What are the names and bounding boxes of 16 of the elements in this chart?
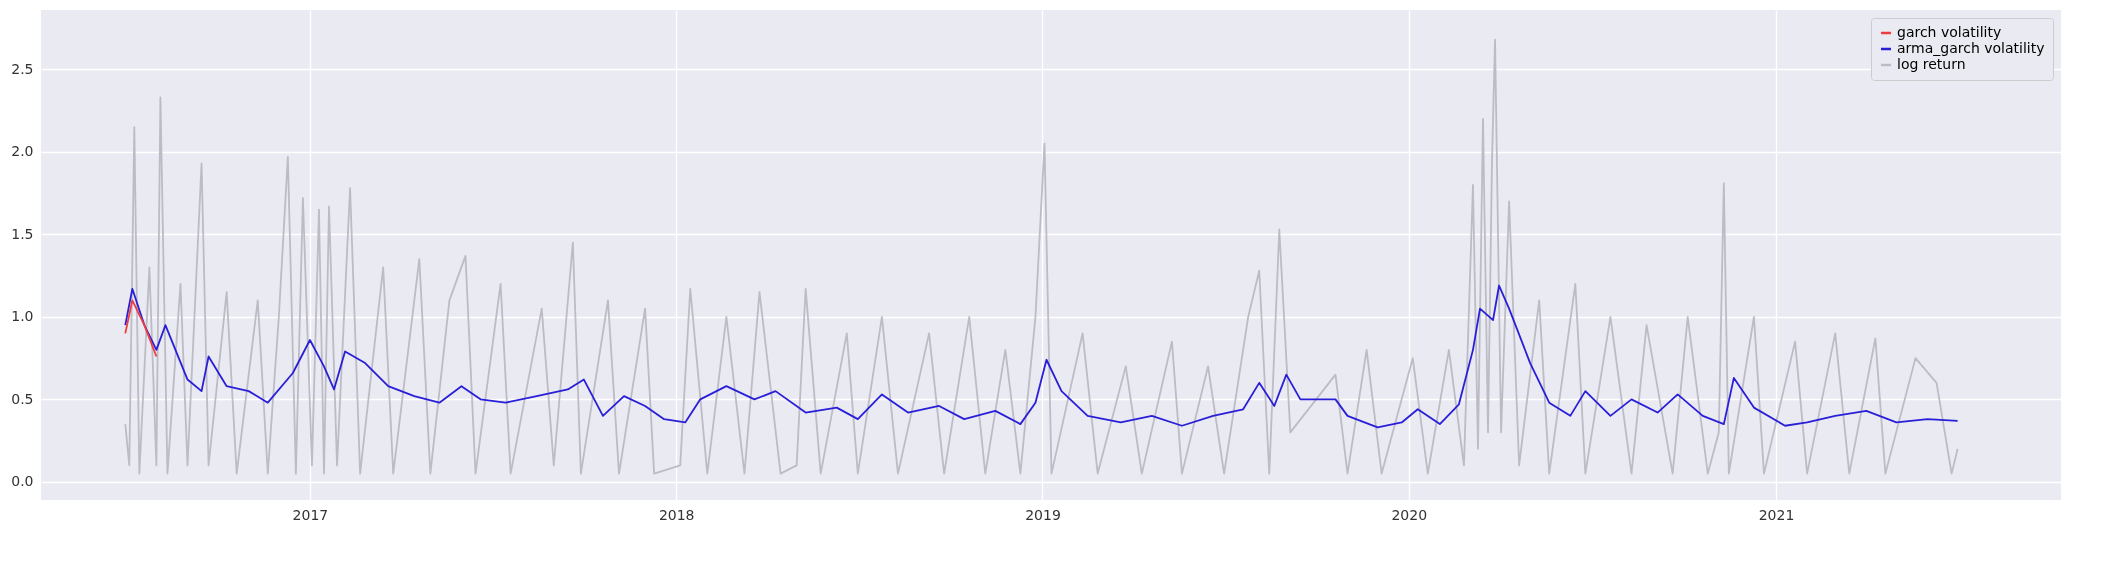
y-tick-label: 2.5 <box>11 60 34 77</box>
legend-label: log return <box>1897 56 1966 72</box>
y-tick-label: 1.5 <box>11 225 34 242</box>
x-tick-label: 2019 <box>1025 506 1061 523</box>
legend-label: arma_garch volatility <box>1897 40 2045 56</box>
y-tick-label: 0.0 <box>11 473 34 490</box>
x-tick-label: 2018 <box>658 506 695 523</box>
y-tick-label: 1.0 <box>11 308 34 325</box>
y-tick-label: 0.5 <box>11 390 34 407</box>
line-series <box>124 284 1959 429</box>
x-tick-label: 2021 <box>1758 506 1795 523</box>
x-tick-label: 2017 <box>292 506 329 523</box>
x-tick-label: 2020 <box>1391 506 1428 523</box>
line-series <box>124 299 158 358</box>
y-tick-label: 2.0 <box>11 143 34 160</box>
legend-label: garch volatility <box>1897 24 2002 40</box>
